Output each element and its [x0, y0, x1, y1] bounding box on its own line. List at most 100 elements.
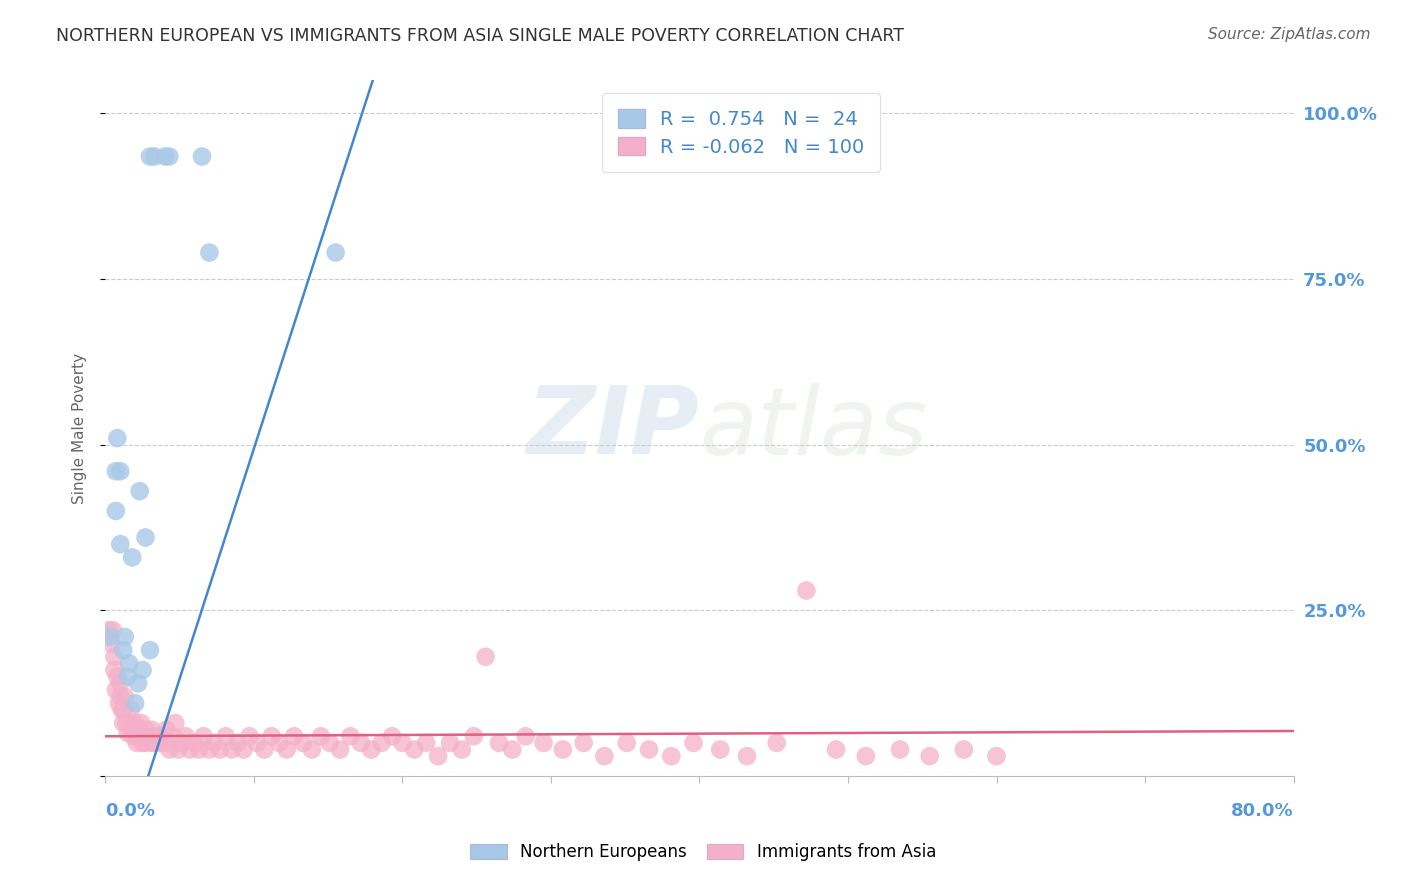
- Point: [318, 736, 340, 750]
- Text: atlas: atlas: [700, 383, 928, 474]
- Point: [121, 723, 143, 737]
- Point: [391, 736, 413, 750]
- Point: [291, 736, 314, 750]
- Point: [198, 742, 221, 756]
- Point: [112, 643, 135, 657]
- Point: [139, 736, 162, 750]
- Point: [162, 729, 184, 743]
- Point: [488, 736, 510, 750]
- Point: [339, 729, 361, 743]
- Point: [170, 736, 193, 750]
- Point: [986, 749, 1008, 764]
- Point: [153, 149, 176, 163]
- Point: [117, 726, 139, 740]
- Point: [115, 716, 138, 731]
- Point: [127, 676, 149, 690]
- Point: [825, 742, 848, 756]
- Point: [155, 723, 177, 737]
- Point: [735, 749, 758, 764]
- Point: [439, 736, 461, 750]
- Point: [114, 630, 136, 644]
- Point: [153, 736, 176, 750]
- Point: [103, 663, 125, 677]
- Point: [474, 649, 496, 664]
- Point: [765, 736, 787, 750]
- Point: [193, 729, 215, 743]
- Point: [141, 723, 163, 737]
- Point: [329, 742, 352, 756]
- Point: [139, 149, 162, 163]
- Point: [188, 742, 211, 756]
- Point: [131, 663, 153, 677]
- Point: [638, 742, 661, 756]
- Point: [104, 464, 127, 478]
- Point: [111, 703, 134, 717]
- Text: ZIP: ZIP: [527, 382, 700, 475]
- Point: [128, 484, 150, 499]
- Legend: R =  0.754   N =  24, R = -0.062   N = 100: R = 0.754 N = 24, R = -0.062 N = 100: [602, 94, 880, 172]
- Point: [127, 723, 149, 737]
- Point: [208, 742, 231, 756]
- Point: [145, 729, 167, 743]
- Point: [450, 742, 472, 756]
- Point: [325, 245, 347, 260]
- Point: [114, 690, 136, 704]
- Point: [360, 742, 382, 756]
- Point: [269, 736, 291, 750]
- Y-axis label: Single Male Poverty: Single Male Poverty: [72, 352, 87, 504]
- Point: [179, 742, 201, 756]
- Point: [129, 716, 152, 731]
- Point: [121, 550, 143, 565]
- Point: [124, 696, 146, 710]
- Point: [112, 716, 135, 731]
- Point: [101, 624, 124, 638]
- Point: [150, 729, 173, 743]
- Point: [533, 736, 555, 750]
- Text: 80.0%: 80.0%: [1230, 802, 1294, 820]
- Point: [415, 736, 437, 750]
- Point: [226, 736, 249, 750]
- Point: [108, 696, 131, 710]
- Point: [128, 729, 150, 743]
- Point: [167, 742, 190, 756]
- Point: [148, 736, 170, 750]
- Point: [381, 729, 404, 743]
- Point: [593, 749, 616, 764]
- Text: NORTHERN EUROPEAN VS IMMIGRANTS FROM ASIA SINGLE MALE POVERTY CORRELATION CHART: NORTHERN EUROPEAN VS IMMIGRANTS FROM ASI…: [56, 27, 904, 45]
- Point: [118, 657, 141, 671]
- Point: [97, 624, 120, 638]
- Point: [183, 736, 205, 750]
- Point: [202, 736, 225, 750]
- Text: 0.0%: 0.0%: [105, 802, 156, 820]
- Point: [463, 729, 485, 743]
- Point: [103, 649, 125, 664]
- Point: [110, 464, 132, 478]
- Point: [709, 742, 731, 756]
- Point: [198, 245, 221, 260]
- Point: [309, 729, 332, 743]
- Point: [165, 716, 187, 731]
- Text: Source: ZipAtlas.com: Source: ZipAtlas.com: [1208, 27, 1371, 42]
- Point: [301, 742, 323, 756]
- Point: [110, 537, 132, 551]
- Point: [350, 736, 373, 750]
- Point: [104, 682, 127, 697]
- Point: [105, 431, 128, 445]
- Point: [98, 630, 121, 644]
- Legend: Northern Europeans, Immigrants from Asia: Northern Europeans, Immigrants from Asia: [463, 837, 943, 868]
- Point: [174, 729, 197, 743]
- Point: [100, 636, 122, 650]
- Point: [131, 736, 153, 750]
- Point: [122, 729, 145, 743]
- Point: [143, 736, 166, 750]
- Point: [276, 742, 298, 756]
- Point: [112, 703, 135, 717]
- Point: [157, 149, 180, 163]
- Point: [889, 742, 911, 756]
- Point: [117, 670, 139, 684]
- Point: [135, 723, 157, 737]
- Point: [253, 742, 276, 756]
- Point: [110, 676, 132, 690]
- Point: [135, 531, 157, 545]
- Point: [238, 729, 260, 743]
